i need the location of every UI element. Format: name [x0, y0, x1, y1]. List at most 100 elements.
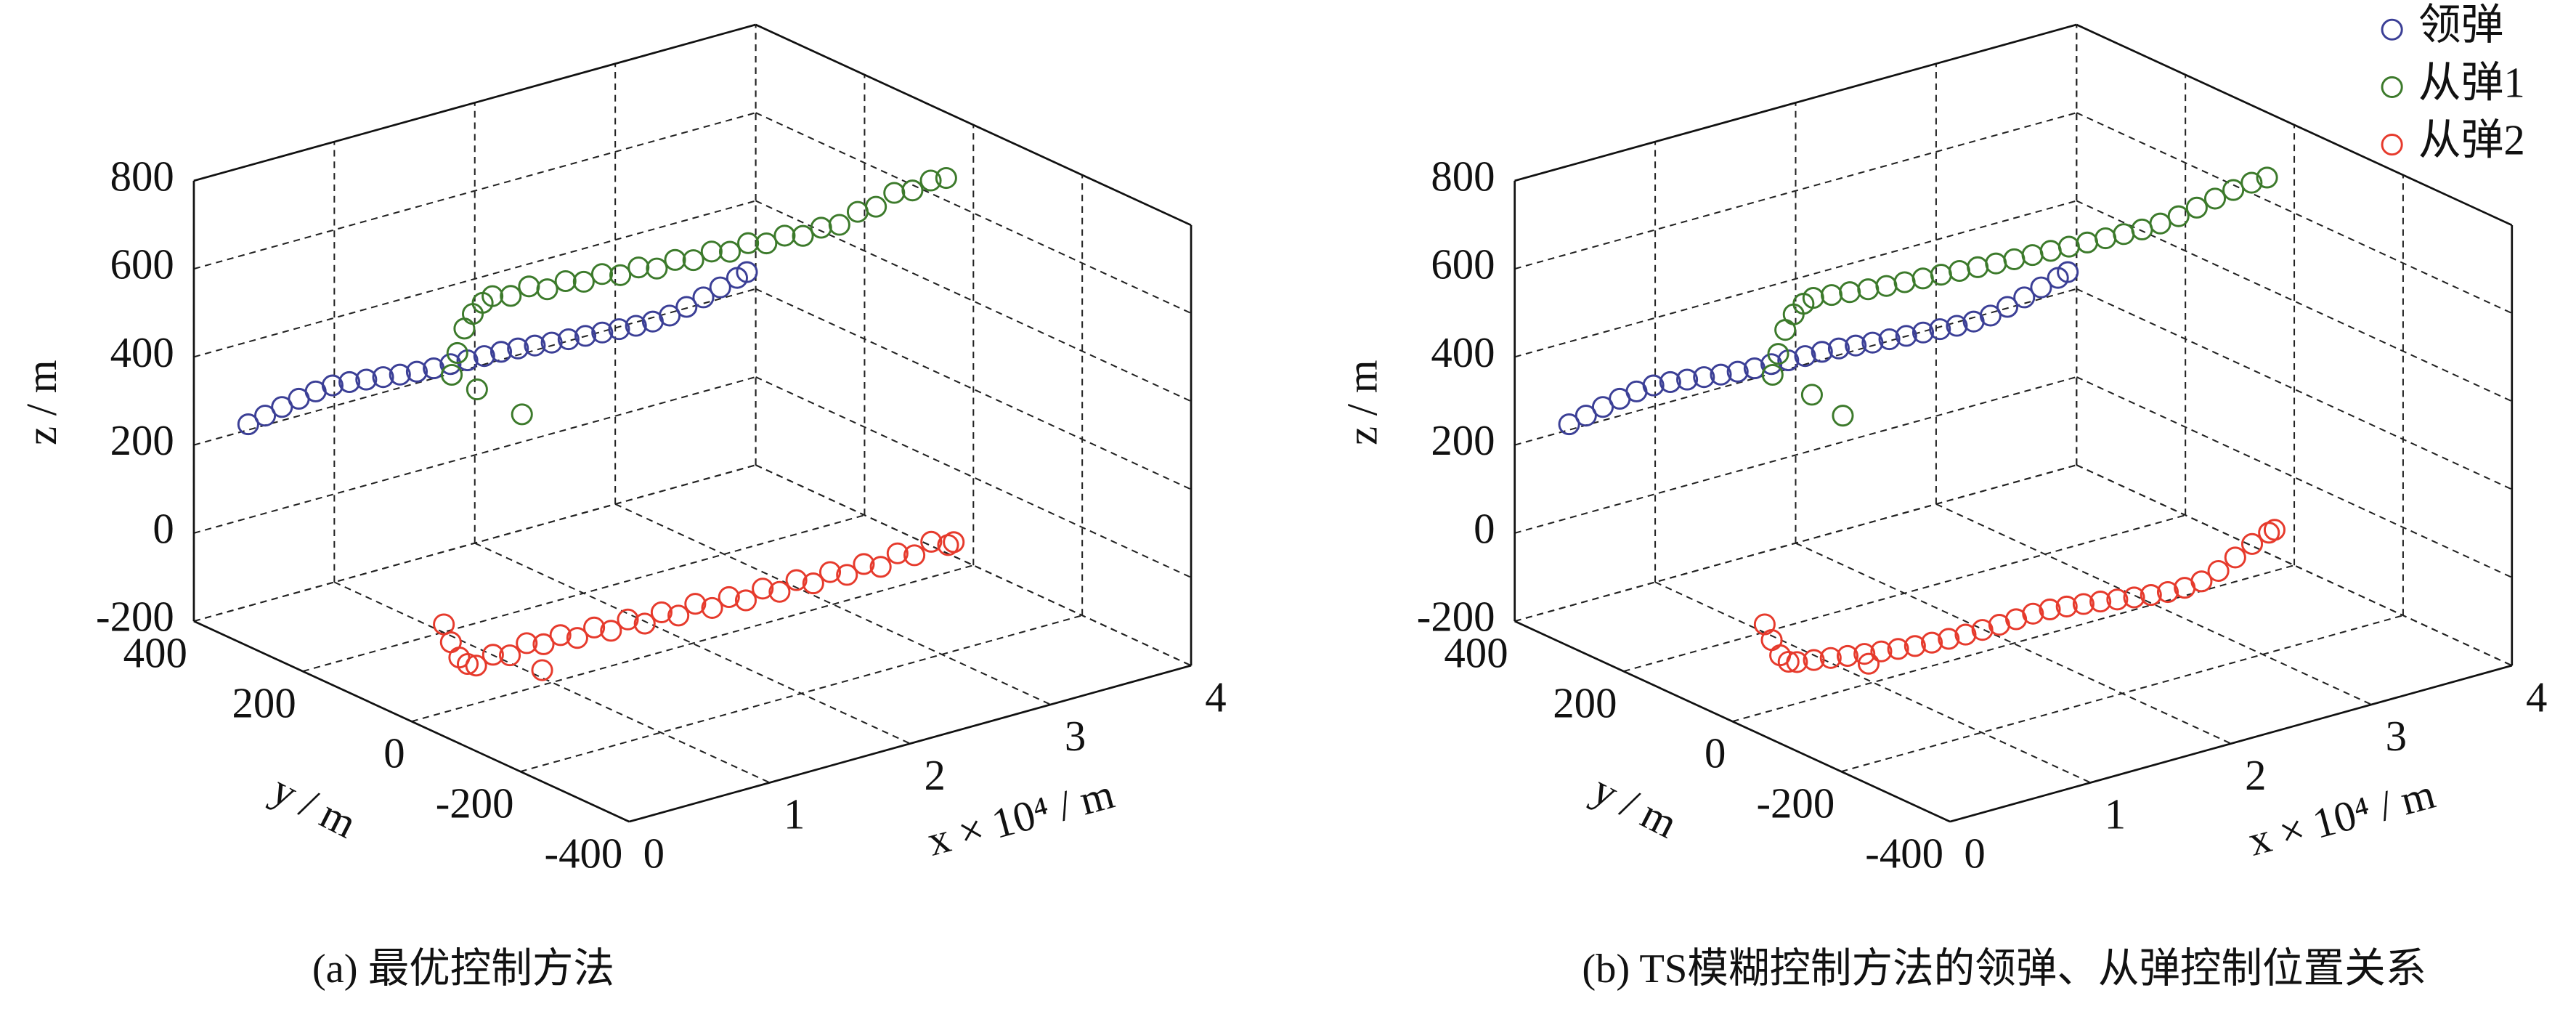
y-tick-label: 0	[383, 729, 405, 777]
data-point	[625, 315, 647, 337]
caption: (a) 最优控制方法	[312, 947, 614, 992]
y-tick-label: -400	[545, 830, 623, 877]
data-point	[1921, 631, 1943, 654]
y-axis-label: y / m	[1585, 766, 1685, 848]
data-point	[482, 644, 504, 666]
data-point	[321, 374, 344, 397]
data-point	[718, 240, 741, 263]
data-point	[2263, 519, 2286, 541]
data-point	[667, 604, 690, 627]
data-point	[1875, 275, 1898, 297]
axis-edge	[193, 620, 630, 823]
data-point	[1929, 318, 1951, 341]
data-point	[499, 644, 521, 667]
data-point	[701, 596, 723, 619]
data-point	[2030, 276, 2052, 299]
x-tick-label: 1	[2105, 791, 2126, 838]
x-tick-label: 3	[2386, 713, 2407, 760]
x-tick-label: 0	[643, 830, 665, 877]
z-tick-label: 200	[110, 417, 174, 464]
data-point	[2055, 595, 2078, 617]
legend-label: 领弹	[2418, 1, 2504, 49]
data-point	[818, 561, 842, 583]
data-point	[1693, 366, 1715, 389]
data-point	[1794, 345, 1816, 368]
data-point	[2207, 559, 2230, 583]
data-point	[2057, 235, 2080, 258]
data-point	[2222, 179, 2245, 201]
data-point	[2022, 602, 2044, 625]
data-point	[1726, 360, 1749, 383]
data-point	[802, 572, 824, 595]
data-point	[2256, 166, 2278, 189]
data-point	[590, 263, 614, 285]
data-point	[608, 318, 630, 341]
data-point	[536, 278, 558, 301]
data-point	[1985, 252, 2007, 275]
data-point	[684, 593, 707, 615]
grid-line	[1514, 112, 2077, 270]
data-point	[574, 325, 597, 347]
data-point	[1767, 343, 1789, 365]
grid-line	[193, 464, 756, 623]
data-point	[883, 182, 906, 204]
data-point	[2013, 286, 2036, 309]
data-point	[2167, 205, 2190, 227]
data-point	[1903, 635, 1926, 657]
data-point	[736, 261, 758, 283]
data-point	[405, 360, 428, 383]
z-tick-label: 800	[1431, 153, 1495, 200]
data-point	[1832, 405, 1854, 427]
data-point	[718, 585, 740, 609]
y-tick-label: -200	[436, 779, 514, 827]
data-point	[2106, 588, 2129, 611]
data-point	[1996, 296, 2019, 318]
axis-edge	[1949, 664, 2513, 823]
data-point	[1575, 405, 1597, 427]
data-point	[2240, 171, 2263, 194]
data-point	[531, 659, 553, 681]
data-point	[1836, 644, 1859, 668]
data-point	[557, 328, 580, 351]
data-point	[650, 601, 673, 623]
data-point	[446, 341, 468, 364]
data-point	[1786, 651, 1808, 673]
data-point	[675, 296, 698, 318]
data-point	[1659, 370, 1681, 394]
z-tick-label: 800	[110, 153, 174, 200]
data-point	[1827, 337, 1850, 360]
grid-line	[1732, 564, 2295, 723]
legend-marker	[2381, 76, 2403, 98]
x-tick-label: 0	[1964, 830, 1985, 877]
grid-line	[193, 376, 756, 534]
data-point	[500, 285, 522, 307]
axis-edge	[629, 664, 1192, 823]
data-point	[709, 276, 731, 299]
axis-edge	[2076, 23, 2513, 227]
data-point	[734, 589, 757, 612]
z-tick-label: 600	[110, 241, 174, 288]
z-tick-label: -200	[96, 593, 174, 641]
data-point	[785, 569, 808, 591]
grid-line	[1514, 464, 2077, 623]
data-point	[919, 169, 942, 192]
data-point	[659, 304, 681, 327]
data-point	[886, 542, 909, 564]
data-point	[828, 214, 850, 236]
data-point	[511, 403, 533, 426]
data-point	[627, 256, 650, 279]
data-point	[1911, 321, 1935, 344]
data-point	[1954, 623, 1977, 646]
data-point	[1857, 278, 1880, 301]
data-point	[810, 216, 832, 239]
z-tick-label: 400	[110, 329, 174, 376]
data-point	[549, 624, 572, 647]
data-point	[2123, 586, 2145, 609]
data-point	[1887, 638, 1909, 660]
y-tick-label: 0	[1705, 729, 1726, 777]
data-point	[518, 275, 540, 298]
data-point	[1811, 341, 1833, 363]
data-point	[903, 544, 926, 567]
data-point	[836, 564, 858, 586]
